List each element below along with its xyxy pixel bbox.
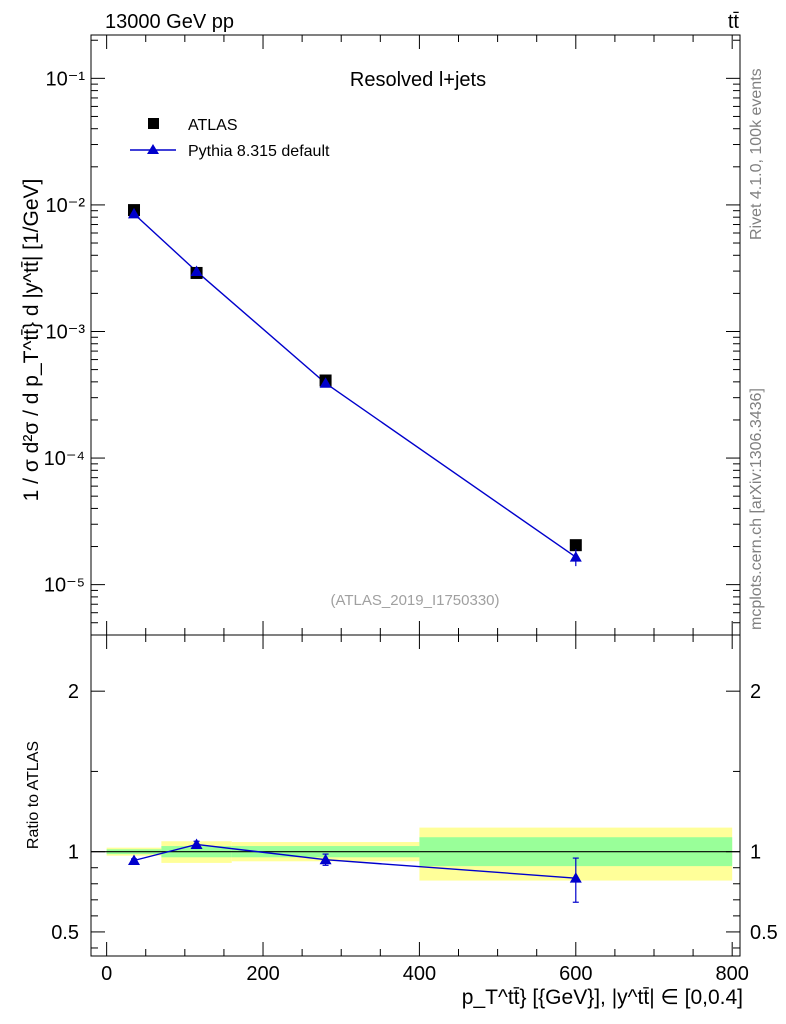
x-tick-label: 400 xyxy=(403,963,436,985)
pythia-data-point xyxy=(190,265,203,276)
legend-pythia-marker xyxy=(147,144,159,154)
x-tick-label: 800 xyxy=(715,963,748,985)
main-y-tick-label: 10⁻¹ xyxy=(46,68,86,90)
chart-title: Resolved l+jets xyxy=(350,69,486,91)
ratio-y-tick-label-left: 2 xyxy=(68,681,79,703)
main-y-tick-label: 10⁻² xyxy=(46,195,86,217)
x-tick-label: 200 xyxy=(246,963,279,985)
ratio-data-point xyxy=(319,853,332,865)
ratio-y-tick-label-left: 1 xyxy=(68,842,79,864)
mcplots-label: mcplots.cern.ch [arXiv:1306.3436] xyxy=(748,388,765,630)
ratio-data-point xyxy=(128,854,141,866)
main-y-tick-label: 10⁻⁵ xyxy=(44,575,85,597)
rivet-label: Rivet 4.1.0, 100k events xyxy=(748,68,765,240)
x-tick-label: 0 xyxy=(101,963,112,985)
legend: ATLAS Pythia 8.315 default xyxy=(130,117,330,160)
ratio-y-tick-label-left: 0.5 xyxy=(51,922,79,944)
main-y-tick-label: 10⁻⁴ xyxy=(44,448,85,470)
x-axis-title: p_T^tt̄} [{GeV}], |y^tt̄| ∈ [0,0.4] xyxy=(462,986,743,1009)
ratio-data-point xyxy=(190,838,203,849)
ratio-frame xyxy=(90,634,741,957)
legend-atlas-marker xyxy=(148,118,159,129)
atlas-data-point xyxy=(569,539,582,552)
pythia-data-point xyxy=(319,377,332,388)
ratio-y-tick-label-right: 2 xyxy=(750,681,761,703)
x-tick-label: 600 xyxy=(559,963,592,985)
ratio-y-tick-label-right: 0.5 xyxy=(750,922,778,944)
ratio-y-tick-label-right: 1 xyxy=(750,842,761,864)
energy-label: 13000 GeV pp xyxy=(105,11,234,33)
main-panel: 10⁻¹ 10⁻² 10⁻³ 10⁻⁴ 10⁻⁵ Resolved l+jets (AT… xyxy=(20,34,741,636)
main-y-axis-title: 1 / σ d²σ / d p_T^tt̄} d |y^tt̄| [1/GeV] xyxy=(20,179,43,502)
pythia-series-line xyxy=(133,213,577,558)
process-label: tt̄ xyxy=(728,11,740,33)
legend-atlas-label: ATLAS xyxy=(188,117,238,134)
pythia-data-point xyxy=(128,207,141,219)
main-y-tick-label: 10⁻³ xyxy=(46,321,86,343)
watermark-label: (ATLAS_2019_I1750330) xyxy=(330,592,499,609)
pythia-data-point xyxy=(569,551,582,562)
legend-pythia-label: Pythia 8.315 default xyxy=(188,143,330,160)
ratio-panel: 0.5 0.5 1 1 2 2 0 200 400 600 800 Ratio to ATLAS p… xyxy=(25,634,778,1009)
ratio-y-axis-title: Ratio to ATLAS xyxy=(25,741,42,849)
ratio-series-line xyxy=(133,843,576,879)
ratio-data-point xyxy=(569,872,582,883)
